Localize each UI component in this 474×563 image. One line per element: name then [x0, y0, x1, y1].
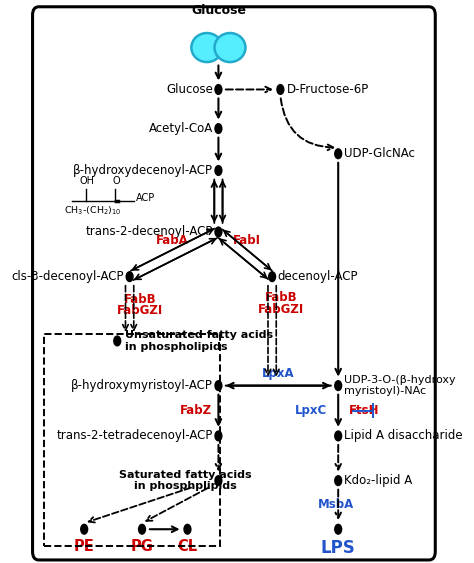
- Text: FtsH: FtsH: [348, 404, 379, 417]
- Circle shape: [138, 524, 146, 535]
- Circle shape: [126, 271, 134, 282]
- Text: trans-2-decenoyl-ACP: trans-2-decenoyl-ACP: [86, 225, 213, 239]
- Text: decenoyl-ACP: decenoyl-ACP: [277, 270, 358, 283]
- Text: β-hydroxydecenoyl-ACP: β-hydroxydecenoyl-ACP: [73, 164, 213, 177]
- Text: cls-3-decenoyl-ACP: cls-3-decenoyl-ACP: [12, 270, 124, 283]
- Ellipse shape: [191, 33, 222, 62]
- Text: CL: CL: [177, 539, 198, 555]
- Text: trans-2-tetradecenoyl-ACP: trans-2-tetradecenoyl-ACP: [57, 430, 213, 443]
- Text: Unsaturated fatty acids
in phospholipids: Unsaturated fatty acids in phospholipids: [125, 330, 273, 352]
- Text: FabA: FabA: [155, 234, 188, 247]
- Text: FabGZI: FabGZI: [258, 302, 304, 316]
- FancyBboxPatch shape: [33, 7, 435, 560]
- Text: FabB: FabB: [124, 293, 156, 306]
- Text: Saturated fatty acids
in phosphplipids: Saturated fatty acids in phosphplipids: [119, 470, 252, 491]
- Bar: [44, 334, 219, 546]
- Circle shape: [183, 524, 191, 535]
- Circle shape: [334, 430, 342, 441]
- Circle shape: [214, 226, 223, 238]
- Text: OH: OH: [79, 176, 94, 186]
- Text: FabB: FabB: [265, 292, 298, 305]
- Circle shape: [334, 148, 342, 159]
- Text: Glucose: Glucose: [166, 83, 213, 96]
- Text: FabI: FabI: [233, 234, 261, 247]
- Text: UDP-GlcNAc: UDP-GlcNAc: [345, 148, 415, 160]
- Text: Kdo₂-lipid A: Kdo₂-lipid A: [345, 474, 413, 487]
- Text: MsbA: MsbA: [318, 498, 354, 511]
- Circle shape: [334, 524, 342, 535]
- Circle shape: [276, 84, 284, 95]
- Circle shape: [268, 271, 276, 282]
- Text: Lipid A disaccharide: Lipid A disaccharide: [345, 430, 463, 443]
- Text: β-hydroxymyristoyl-ACP: β-hydroxymyristoyl-ACP: [71, 379, 213, 392]
- Text: LPS: LPS: [321, 539, 356, 557]
- Text: Glucose: Glucose: [191, 4, 246, 17]
- Text: ACP: ACP: [136, 194, 155, 203]
- Circle shape: [214, 123, 223, 134]
- Text: LpxA: LpxA: [262, 367, 295, 380]
- Text: FabZ: FabZ: [180, 404, 212, 417]
- Text: PE: PE: [74, 539, 94, 555]
- Circle shape: [80, 524, 88, 535]
- Circle shape: [334, 380, 342, 391]
- Circle shape: [214, 475, 223, 486]
- Circle shape: [214, 430, 223, 441]
- Circle shape: [334, 475, 342, 486]
- Circle shape: [214, 84, 223, 95]
- Text: CH$_3$-(CH$_2$)$_{10}$: CH$_3$-(CH$_2$)$_{10}$: [64, 204, 121, 217]
- Text: LpxC: LpxC: [295, 404, 328, 417]
- Circle shape: [214, 380, 223, 391]
- Text: UDP-3-O-(β-hydroxy
myristoyl)-NAc: UDP-3-O-(β-hydroxy myristoyl)-NAc: [345, 375, 456, 396]
- Text: Acetyl-CoA: Acetyl-CoA: [149, 122, 213, 135]
- Circle shape: [214, 165, 223, 176]
- Text: O: O: [112, 176, 120, 186]
- Text: PG: PG: [130, 539, 154, 555]
- Text: FabGZI: FabGZI: [117, 303, 163, 317]
- Circle shape: [113, 336, 121, 346]
- Text: D-Fructose-6P: D-Fructose-6P: [287, 83, 369, 96]
- Ellipse shape: [215, 33, 246, 62]
